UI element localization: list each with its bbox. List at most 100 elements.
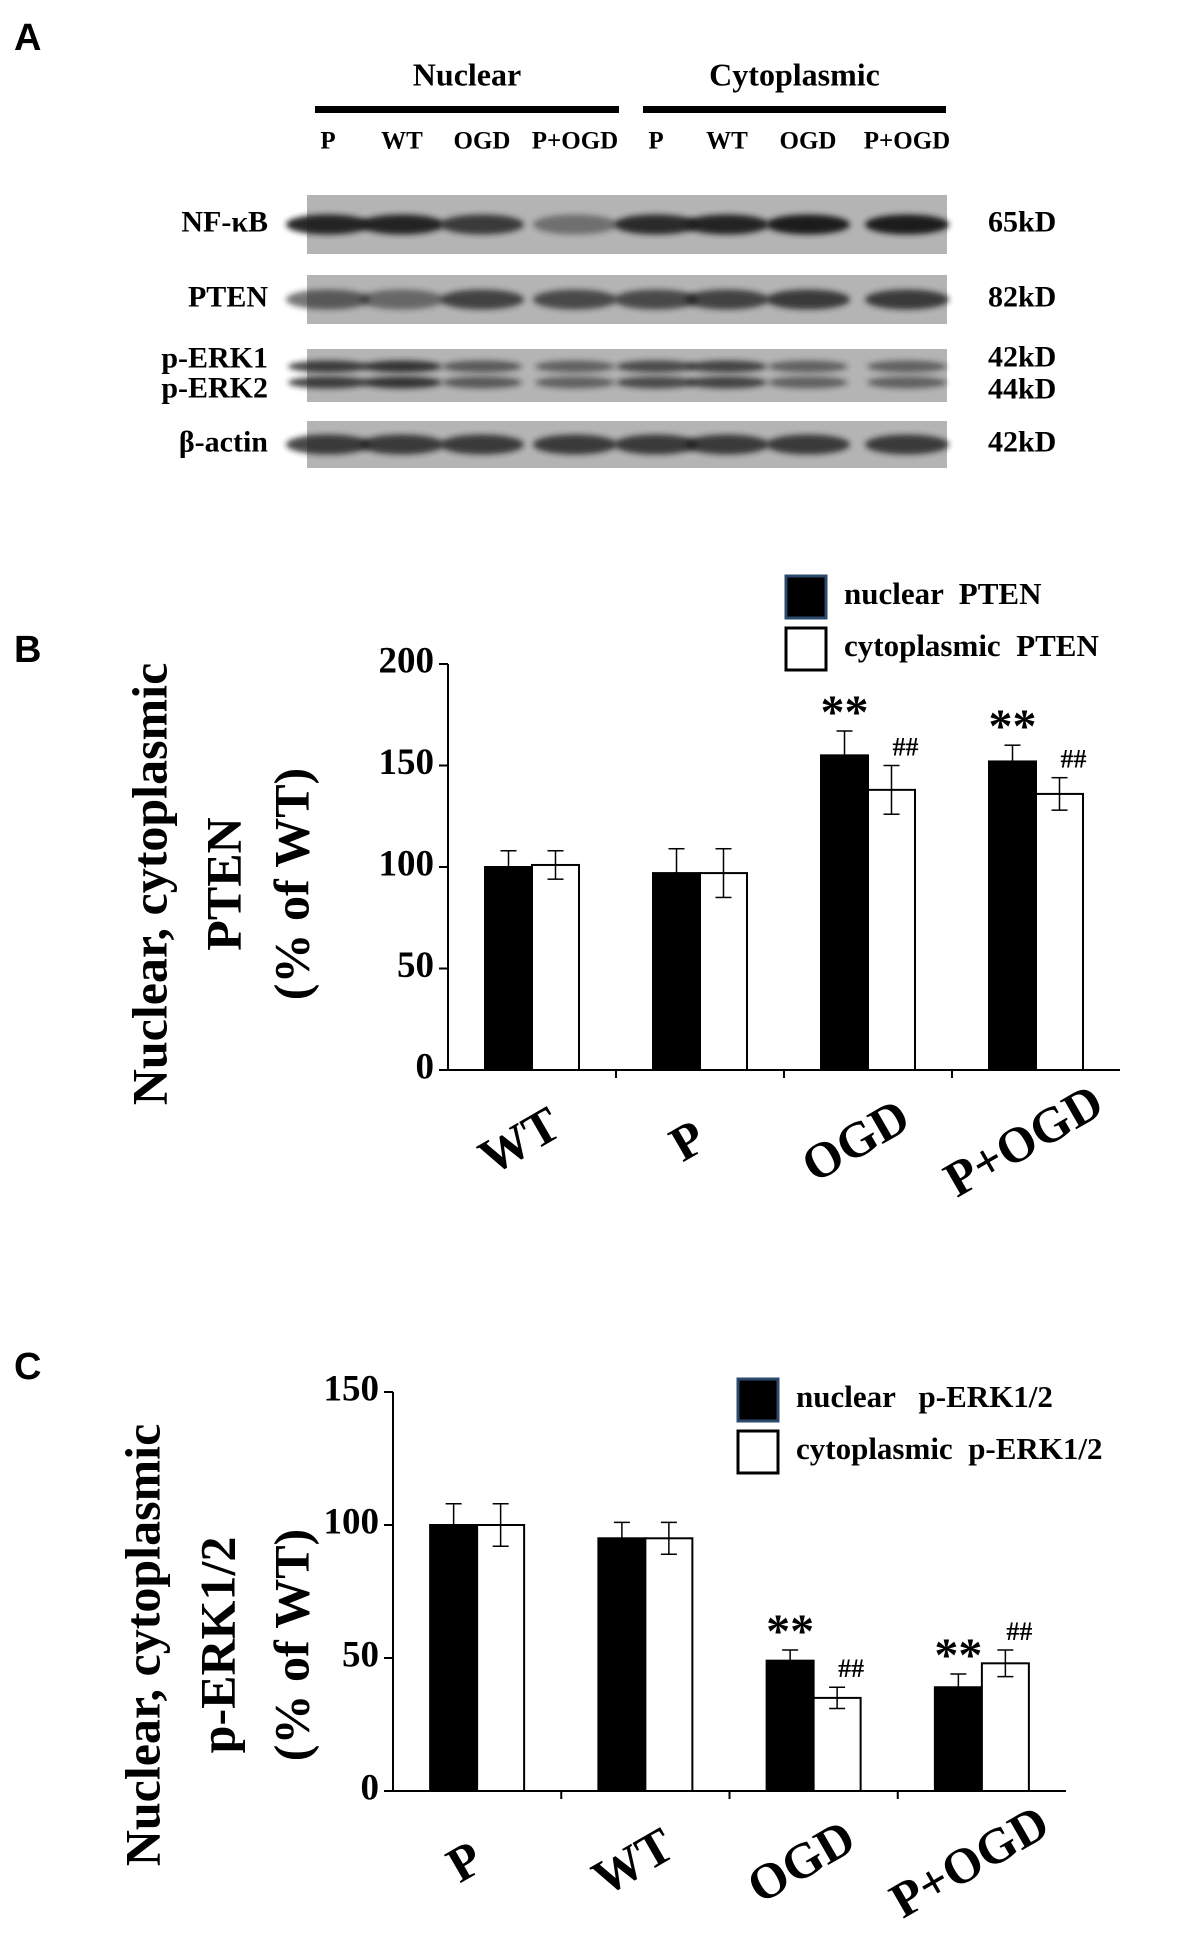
group-bar bbox=[315, 106, 619, 113]
y-tick-label: 50 bbox=[397, 945, 434, 986]
band bbox=[687, 360, 767, 373]
y-tick-label: 150 bbox=[379, 742, 435, 783]
x-tick-label: WT bbox=[469, 1095, 569, 1185]
band bbox=[685, 434, 769, 455]
band bbox=[362, 360, 442, 373]
size-label: 42kD bbox=[988, 425, 1056, 458]
band bbox=[766, 214, 850, 235]
y-axis-label: (% of WT) bbox=[263, 768, 319, 1000]
band bbox=[616, 360, 696, 373]
blot-strip bbox=[307, 349, 947, 402]
y-tick-label: 200 bbox=[379, 640, 435, 681]
bar bbox=[820, 754, 869, 1071]
error-bar bbox=[668, 847, 685, 899]
bar bbox=[429, 1524, 479, 1792]
y-tick-label: 0 bbox=[361, 1767, 380, 1808]
bar bbox=[933, 1686, 983, 1793]
error-bar bbox=[660, 1521, 677, 1556]
band bbox=[614, 289, 698, 310]
band bbox=[360, 434, 444, 455]
band bbox=[865, 289, 949, 310]
lane-label: WT bbox=[706, 128, 748, 155]
y-tick-label: 50 bbox=[342, 1634, 379, 1675]
band bbox=[614, 214, 698, 235]
bar bbox=[812, 1696, 862, 1793]
group-label: Cytoplasmic bbox=[709, 56, 880, 92]
lane-label: P bbox=[648, 128, 663, 155]
band bbox=[766, 289, 850, 310]
band bbox=[768, 376, 848, 389]
legend-label: cytoplasmic p-ERK1/2 bbox=[796, 1431, 1103, 1466]
lane-label: OGD bbox=[780, 128, 837, 155]
band bbox=[685, 214, 769, 235]
band bbox=[288, 360, 368, 373]
size-label: 44kD bbox=[988, 372, 1056, 405]
band bbox=[865, 434, 949, 455]
legend-label: cytoplasmic PTEN bbox=[844, 628, 1099, 663]
error-bar bbox=[829, 1686, 846, 1710]
lane-label: OGD bbox=[454, 128, 511, 155]
lane-label: P bbox=[320, 128, 335, 155]
error-bar bbox=[1004, 744, 1021, 779]
legend-swatch bbox=[736, 1429, 780, 1475]
x-tick-label: P bbox=[660, 1108, 714, 1172]
x-tick-label: OGD bbox=[738, 1808, 865, 1913]
error-bar bbox=[613, 1521, 630, 1556]
bar bbox=[980, 1662, 1030, 1792]
x-tick-label: P+OGD bbox=[934, 1073, 1112, 1208]
y-tick-label: 150 bbox=[324, 1368, 380, 1409]
band bbox=[440, 434, 524, 455]
bar bbox=[765, 1659, 815, 1793]
bar bbox=[988, 760, 1037, 1071]
bar bbox=[867, 788, 916, 1071]
band bbox=[360, 289, 444, 310]
y-tick-label: 100 bbox=[324, 1501, 380, 1542]
error-bar bbox=[547, 850, 564, 880]
legend-swatch bbox=[784, 626, 828, 672]
band bbox=[685, 289, 769, 310]
band bbox=[362, 376, 442, 389]
bar bbox=[644, 1537, 694, 1793]
significance-label: ** bbox=[934, 1629, 982, 1682]
y-axis-label: Nuclear, cytoplasmic bbox=[121, 663, 177, 1106]
band bbox=[535, 376, 615, 389]
y-axis-label: p-ERK1/2 bbox=[189, 1537, 245, 1754]
significance-label: ## bbox=[893, 732, 919, 761]
protein-label: p-ERK1 bbox=[161, 341, 268, 374]
error-bar bbox=[950, 1673, 967, 1702]
panel-label: A bbox=[14, 17, 41, 59]
band bbox=[533, 289, 617, 310]
error-bar bbox=[782, 1649, 799, 1673]
band bbox=[614, 434, 698, 455]
legend-swatch bbox=[736, 1377, 780, 1423]
group-bar bbox=[643, 106, 946, 113]
bar bbox=[531, 863, 580, 1071]
band bbox=[442, 360, 522, 373]
band bbox=[286, 289, 370, 310]
significance-label: ** bbox=[989, 700, 1037, 753]
significance-label: ** bbox=[821, 686, 869, 739]
significance-label: ## bbox=[1006, 1617, 1032, 1646]
band bbox=[766, 434, 850, 455]
band bbox=[442, 376, 522, 389]
significance-label: ## bbox=[838, 1654, 864, 1683]
band bbox=[286, 214, 370, 235]
size-label: 82kD bbox=[988, 280, 1056, 313]
size-label: 65kD bbox=[988, 205, 1056, 238]
bar bbox=[597, 1537, 647, 1793]
x-tick-label: WT bbox=[583, 1816, 683, 1906]
band bbox=[533, 434, 617, 455]
y-axis-label: (% of WT) bbox=[263, 1529, 319, 1761]
protein-label: NF-κB bbox=[181, 205, 268, 238]
band bbox=[616, 376, 696, 389]
y-tick-label: 100 bbox=[379, 843, 435, 884]
protein-label: p-ERK2 bbox=[161, 371, 268, 404]
protein-label: β-actin bbox=[179, 425, 268, 458]
bar bbox=[484, 866, 533, 1071]
band bbox=[535, 360, 615, 373]
x-tick-label: P+OGD bbox=[880, 1794, 1058, 1929]
error-bar bbox=[997, 1649, 1014, 1678]
bar bbox=[476, 1524, 526, 1792]
y-axis-label: Nuclear, cytoplasmic bbox=[114, 1424, 170, 1867]
